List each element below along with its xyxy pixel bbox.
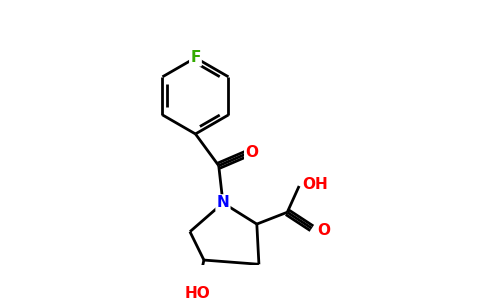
Text: O: O bbox=[245, 146, 258, 160]
Text: O: O bbox=[317, 223, 330, 238]
Text: HO: HO bbox=[185, 286, 211, 300]
Text: N: N bbox=[216, 195, 229, 210]
Text: OH: OH bbox=[302, 177, 328, 192]
Text: F: F bbox=[190, 50, 201, 65]
